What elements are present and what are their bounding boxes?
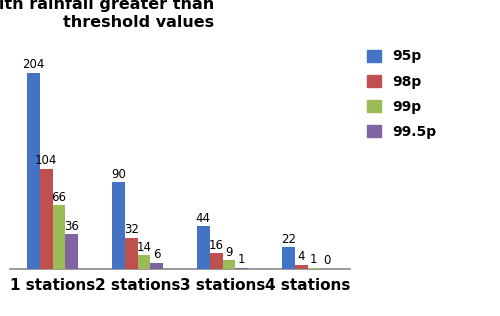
Bar (27, 73, 40, 269)
Bar (222, 260, 235, 269)
Bar (295, 265, 308, 269)
Text: 36: 36 (64, 220, 79, 233)
Bar (65, 234, 78, 269)
Text: 1: 1 (238, 253, 246, 266)
Text: 32: 32 (124, 223, 138, 236)
Bar (40, 169, 52, 269)
Text: 22: 22 (281, 233, 296, 246)
Text: 6: 6 (153, 248, 160, 261)
Text: 44: 44 (196, 212, 211, 225)
Bar (125, 238, 138, 269)
Bar (197, 226, 210, 269)
Bar (112, 182, 125, 269)
Bar (308, 268, 320, 269)
Text: 4: 4 (298, 250, 305, 263)
Text: 104: 104 (35, 154, 58, 167)
Text: 66: 66 (52, 191, 66, 204)
Text: 0: 0 (323, 254, 330, 267)
Text: No. of days with rainfall greater than
threshold values: No. of days with rainfall greater than t… (0, 0, 214, 30)
Text: 1: 1 (310, 253, 318, 266)
Legend: 95p, 98p, 99p, 99.5p: 95p, 98p, 99p, 99.5p (367, 50, 436, 139)
Bar (282, 247, 295, 269)
Bar (150, 263, 163, 269)
Text: 90: 90 (111, 168, 126, 181)
Bar (52, 205, 65, 269)
Bar (210, 253, 222, 269)
Text: 9: 9 (225, 246, 232, 258)
Text: 204: 204 (22, 58, 44, 71)
Bar (138, 255, 150, 269)
Text: 16: 16 (208, 239, 224, 252)
Bar (236, 268, 248, 269)
Text: 14: 14 (136, 241, 152, 254)
